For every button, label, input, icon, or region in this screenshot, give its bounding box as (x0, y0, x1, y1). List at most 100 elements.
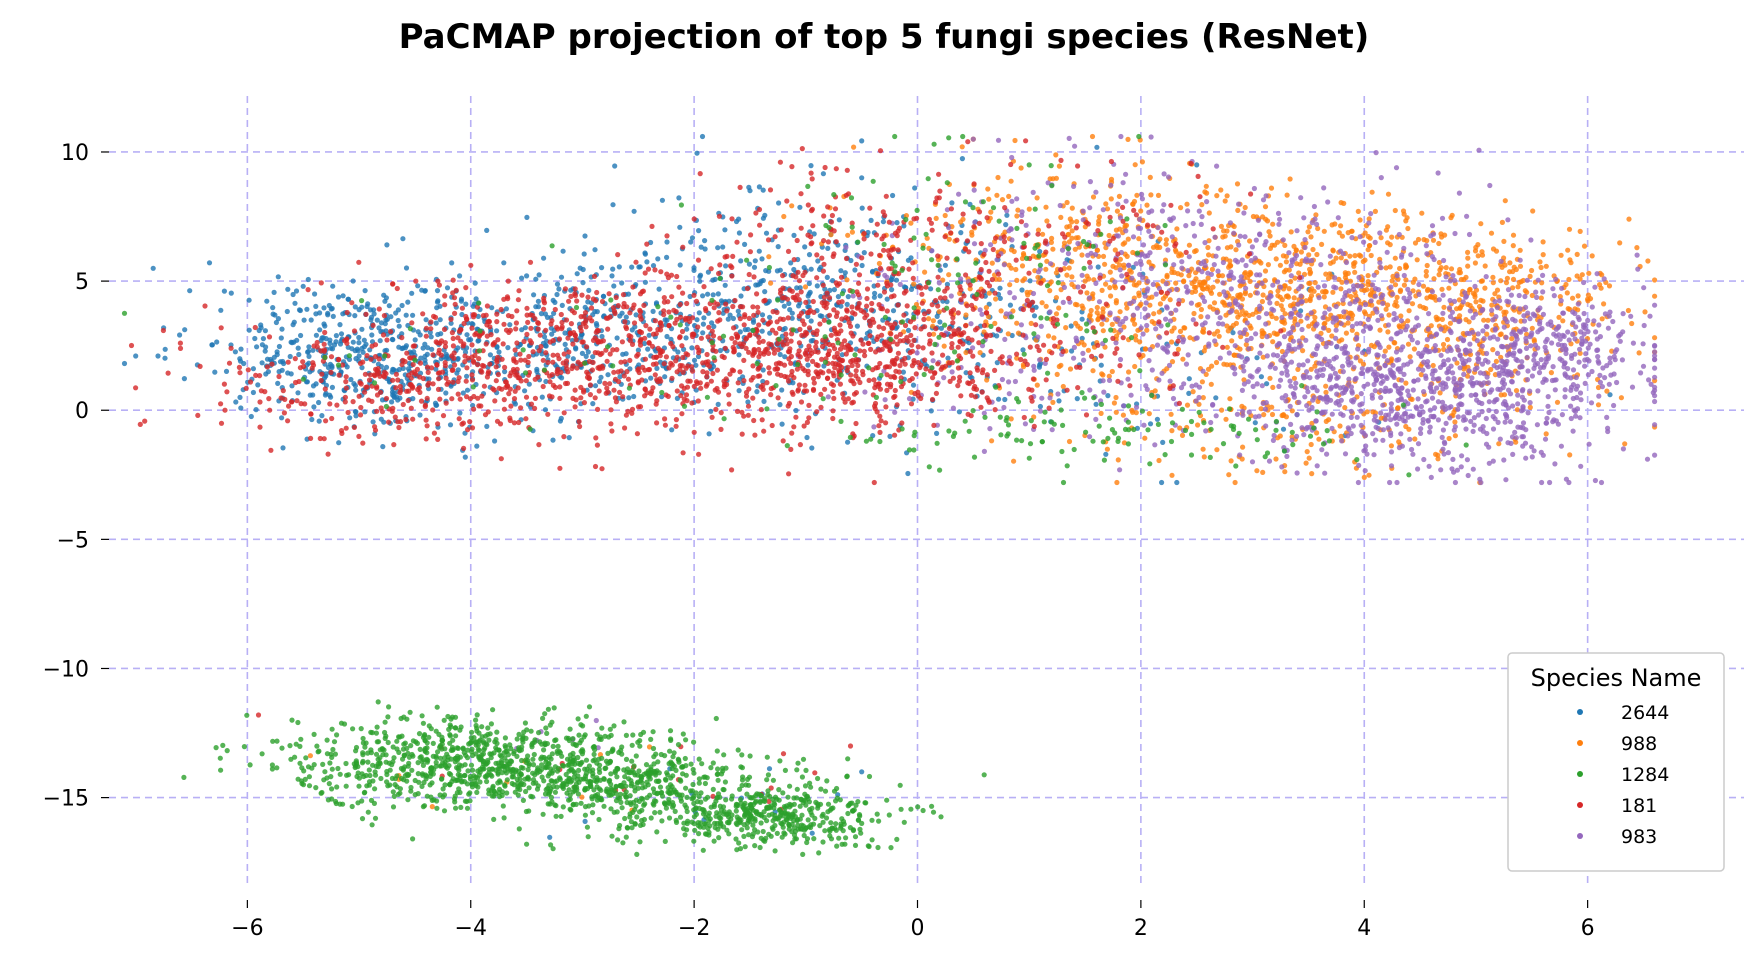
data-point (1641, 322, 1647, 329)
data-point (697, 274, 703, 280)
data-point (1243, 285, 1249, 291)
data-point (1159, 208, 1165, 214)
data-point (1322, 310, 1328, 316)
data-point (1391, 311, 1397, 317)
data-point (1246, 346, 1252, 352)
data-point (1086, 276, 1092, 282)
data-point (1578, 463, 1584, 469)
data-point (1064, 199, 1070, 206)
data-point (763, 230, 770, 236)
data-point (760, 187, 766, 193)
data-point (1087, 205, 1093, 211)
data-point (1165, 174, 1172, 180)
data-point (1453, 382, 1459, 388)
data-point (1117, 467, 1123, 473)
data-point (1009, 237, 1015, 243)
data-point (1348, 408, 1354, 414)
data-point (1447, 345, 1453, 351)
data-point (1193, 270, 1199, 276)
data-point (361, 337, 367, 343)
data-point (1576, 359, 1582, 365)
data-point (356, 307, 362, 313)
data-point (1254, 468, 1260, 474)
data-point (1018, 322, 1024, 328)
data-point (1398, 431, 1404, 437)
data-point (610, 202, 616, 208)
data-point (541, 255, 547, 261)
data-point (887, 433, 893, 439)
data-point (1430, 362, 1436, 369)
data-point (1548, 370, 1554, 376)
data-point (463, 301, 469, 307)
data-point (1313, 418, 1319, 424)
data-point (1595, 384, 1602, 391)
data-point (1224, 344, 1230, 350)
data-point (1524, 289, 1530, 295)
data-point (908, 220, 914, 226)
data-point (1470, 466, 1476, 472)
data-point (1226, 273, 1233, 279)
data-point (711, 323, 717, 330)
data-point (306, 344, 312, 350)
data-point (1446, 305, 1453, 311)
data-point (1339, 363, 1346, 369)
data-point (1480, 328, 1486, 334)
data-point (1167, 216, 1173, 222)
data-point (1177, 328, 1184, 334)
data-point (1316, 436, 1322, 442)
data-point (1515, 424, 1521, 430)
data-point (1015, 330, 1022, 336)
data-point (1210, 401, 1216, 408)
data-point (1179, 432, 1186, 438)
data-point (338, 331, 345, 337)
data-point (1006, 228, 1012, 234)
data-point (1606, 381, 1612, 387)
data-point (273, 319, 279, 326)
data-point (1242, 271, 1248, 277)
data-point (1322, 320, 1328, 326)
data-point (1037, 357, 1043, 363)
data-point (1087, 179, 1093, 185)
data-point (562, 341, 568, 347)
data-point (1513, 439, 1519, 445)
data-point (542, 407, 549, 413)
data-point (863, 335, 869, 341)
data-point (274, 352, 280, 358)
data-point (331, 342, 338, 348)
data-point (1407, 290, 1413, 296)
data-point (1123, 228, 1129, 234)
data-point (310, 392, 316, 398)
data-point (1410, 451, 1416, 457)
data-point (1295, 322, 1301, 328)
data-point (1193, 335, 1199, 341)
data-point (1465, 373, 1471, 379)
data-point (1194, 302, 1200, 308)
data-point (1295, 366, 1301, 372)
data-point (1093, 280, 1099, 286)
data-point (730, 303, 736, 310)
data-point (1369, 392, 1375, 398)
data-point (942, 262, 949, 268)
data-point (1173, 249, 1179, 255)
data-point (1086, 295, 1093, 301)
data-point (1336, 230, 1342, 236)
data-point (1345, 359, 1351, 365)
data-point (760, 215, 767, 221)
data-point (1291, 306, 1297, 312)
data-point (1570, 309, 1576, 315)
data-point (1258, 343, 1264, 349)
data-point (1399, 443, 1405, 449)
data-point (1031, 313, 1038, 319)
data-point (1469, 375, 1475, 381)
data-point (871, 294, 878, 300)
data-point (383, 364, 390, 370)
data-point (1302, 244, 1308, 251)
data-point (1336, 338, 1342, 344)
data-point (246, 327, 252, 333)
data-point (1308, 366, 1314, 372)
data-point (1389, 278, 1395, 284)
data-point (845, 232, 851, 238)
data-point (1650, 390, 1656, 396)
data-point (1028, 320, 1034, 326)
data-point (347, 415, 353, 421)
